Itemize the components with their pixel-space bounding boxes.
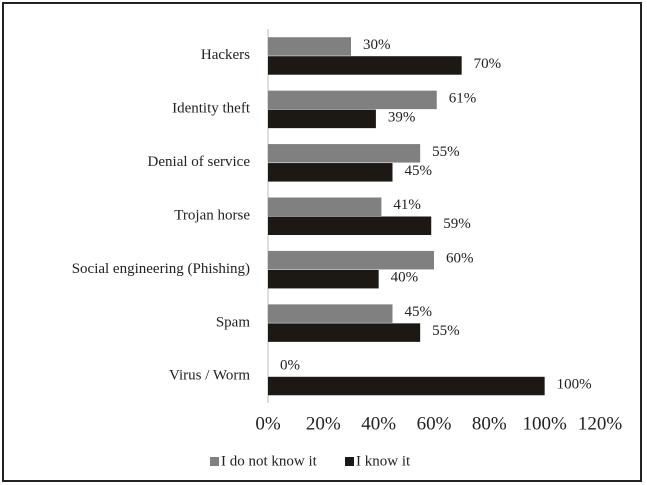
data-label: 41% — [393, 197, 421, 213]
bar — [268, 197, 382, 216]
legend-label: I do not know it — [221, 453, 318, 469]
x-tick-label: 120% — [578, 413, 623, 434]
bar — [268, 109, 376, 129]
data-label: 0% — [280, 357, 300, 373]
data-label: 100% — [557, 376, 592, 392]
bar — [268, 144, 421, 163]
bar — [268, 37, 351, 56]
x-tick-label: 100% — [523, 413, 568, 434]
data-label: 40% — [391, 270, 419, 286]
data-label: 59% — [443, 216, 471, 232]
x-tick-label: 60% — [417, 413, 452, 434]
y-tick-label: Hackers — [201, 47, 250, 63]
chart-border — [2, 2, 642, 482]
data-label: 45% — [405, 304, 433, 320]
bar — [268, 90, 437, 110]
data-label: 61% — [449, 90, 477, 106]
y-tick-label: Virus / Worm — [169, 368, 250, 384]
data-label: 30% — [363, 37, 391, 53]
legend-label: I know it — [356, 453, 411, 469]
data-label: 55% — [432, 323, 460, 339]
bar — [268, 304, 393, 323]
bar — [268, 269, 379, 289]
data-label: 70% — [474, 56, 502, 72]
data-label: 39% — [388, 109, 416, 125]
y-tick-label: Social engineering (Phishing) — [72, 261, 250, 277]
bar — [268, 163, 393, 182]
y-tick-label: Spam — [216, 314, 251, 330]
x-tick-label: 0% — [255, 413, 281, 434]
y-tick-label: Trojan horse — [174, 207, 250, 223]
data-label: 55% — [432, 144, 460, 160]
y-tick-label: Denial of service — [148, 154, 251, 170]
bar — [268, 56, 462, 75]
bar — [268, 323, 421, 342]
bar — [268, 216, 432, 235]
data-label: 45% — [405, 163, 433, 179]
x-tick-label: 80% — [472, 413, 507, 434]
x-tick-label: 20% — [306, 413, 341, 434]
y-tick-label: Identity theft — [172, 101, 251, 117]
bar — [268, 250, 434, 270]
bar — [268, 376, 545, 396]
data-label: 60% — [446, 251, 474, 267]
x-tick-label: 40% — [361, 413, 396, 434]
legend-swatch — [345, 457, 354, 466]
legend-swatch — [210, 457, 219, 466]
